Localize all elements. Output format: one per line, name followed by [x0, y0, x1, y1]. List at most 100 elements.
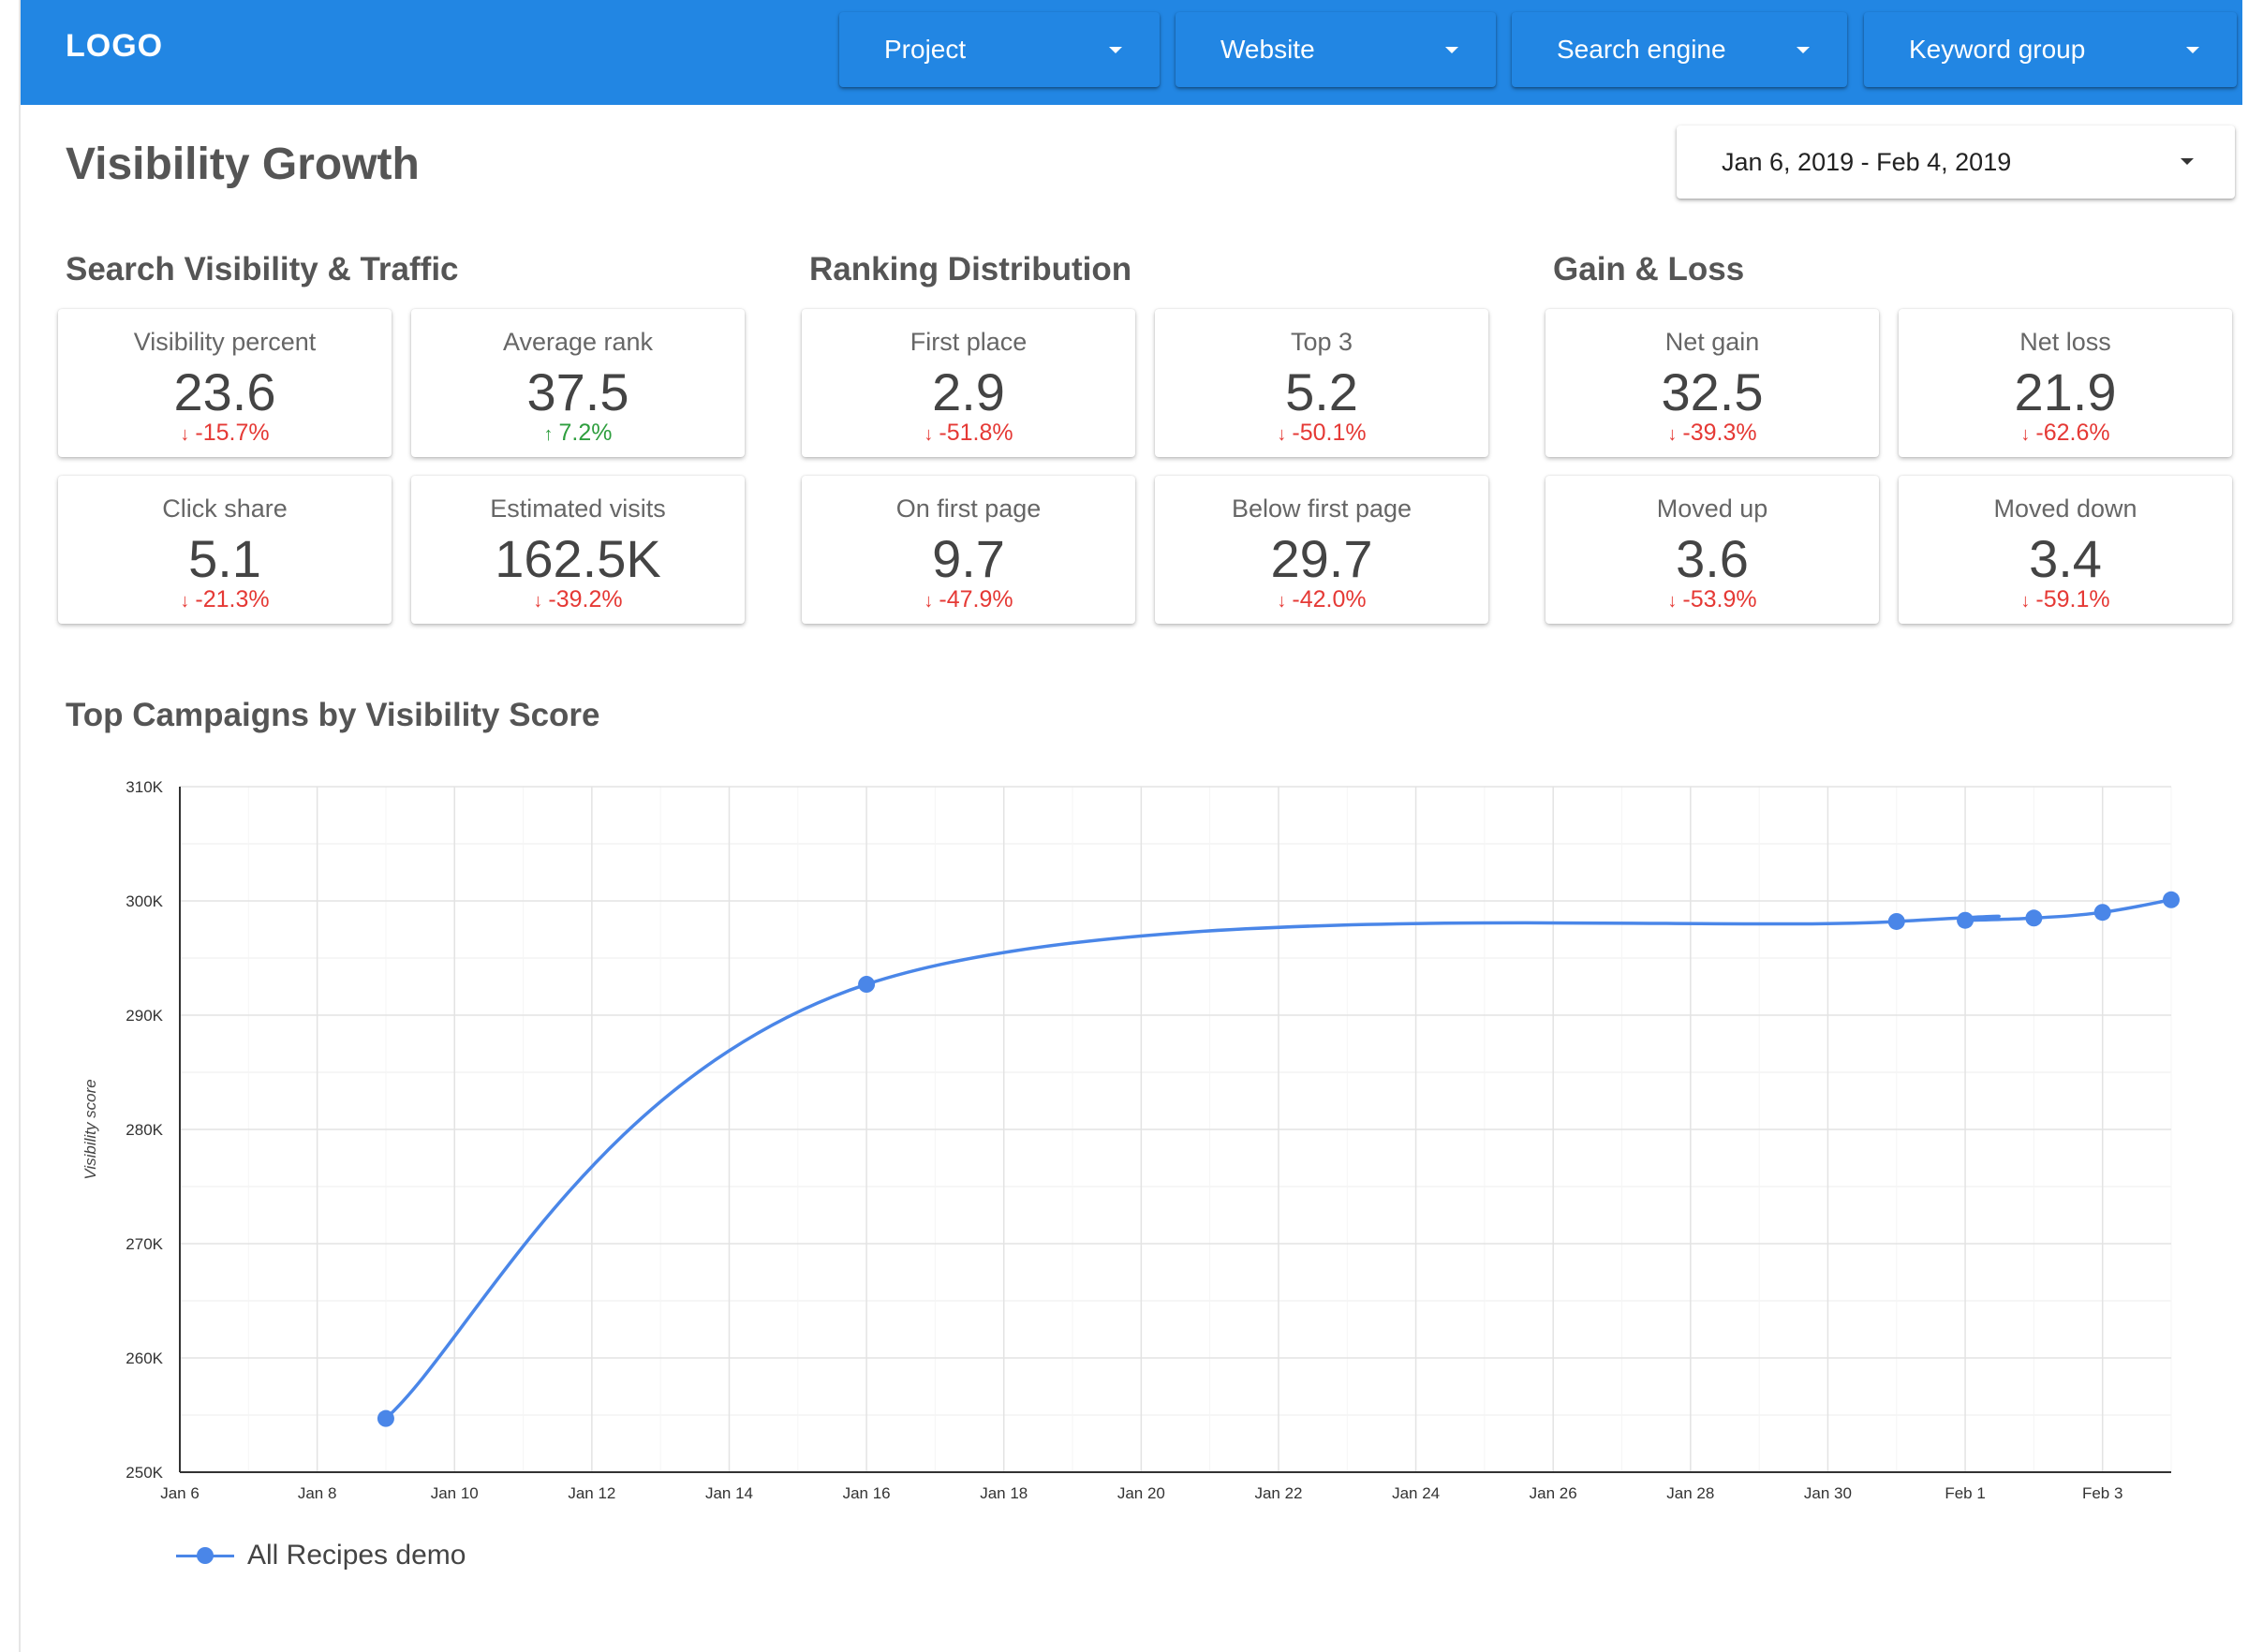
y-tick-label: 280K: [126, 1121, 163, 1139]
kpi-card-average-rank: Average rank 37.5 ↑ 7.2%: [411, 309, 745, 457]
arrow-down-icon: ↓: [1277, 424, 1287, 445]
date-range-value: Jan 6, 2019 - Feb 4, 2019: [1722, 148, 2012, 176]
kpi-label: Net gain: [1664, 328, 1760, 356]
arrow-down-icon: ↓: [1667, 591, 1678, 612]
top-navigation-bar: LOGO Project Website Search engine Keywo…: [21, 0, 2242, 105]
legend-marker: [197, 1547, 214, 1564]
kpi-card-moved-up: Moved up 3.6 ↓ -53.9%: [1546, 476, 1879, 624]
y-axis-title: Visibility score: [81, 1079, 99, 1179]
kpi-delta-value: -21.3%: [195, 586, 270, 612]
kpi-card-below-first-page: Below first page 29.7 ↓ -42.0%: [1155, 476, 1488, 624]
data-point: [2025, 909, 2043, 927]
x-tick-label: Jan 6: [160, 1484, 200, 1502]
page-title: Visibility Growth: [66, 140, 420, 189]
data-point: [377, 1409, 394, 1427]
search-engine-dropdown[interactable]: Search engine: [1512, 12, 1847, 87]
kpi-delta-value: -53.9%: [1682, 586, 1757, 612]
section-title-ranking-distribution: Ranking Distribution: [809, 251, 1132, 288]
x-tick-label: Jan 26: [1530, 1484, 1577, 1502]
arrow-down-icon: ↓: [180, 591, 190, 612]
data-point: [1887, 912, 1905, 930]
website-dropdown[interactable]: Website: [1176, 12, 1496, 87]
kpi-delta: ↓ -39.2%: [411, 586, 745, 613]
chevron-down-icon: [1109, 47, 1122, 53]
project-dropdown[interactable]: Project: [839, 12, 1160, 87]
kpi-value: 21.9: [2014, 362, 2117, 421]
x-tick-label: Jan 12: [568, 1484, 615, 1502]
left-border: [0, 0, 21, 1652]
x-tick-label: Jan 22: [1254, 1484, 1302, 1502]
data-point: [2093, 904, 2111, 922]
visibility-line-chart: 250K 260K 270K 280K 290K 300K 310K Jan 6 Jan 8 Ja…: [81, 778, 2180, 1502]
chart-title: Top Campaigns by Visibility Score: [66, 697, 600, 733]
x-tick-label: Jan 30: [1804, 1484, 1852, 1502]
kpi-delta-value: -50.1%: [1292, 420, 1367, 446]
kpi-delta-value: -62.6%: [2035, 420, 2110, 446]
kpi-card-moved-down: Moved down 3.4 ↓ -59.1%: [1899, 476, 2232, 624]
kpi-delta: ↓ -15.7%: [58, 420, 392, 447]
kpi-delta: ↓ -51.8%: [802, 420, 1135, 447]
kpi-delta-value: -15.7%: [195, 420, 270, 446]
x-tick-label: Jan 14: [705, 1484, 753, 1502]
legend-label: All Recipes demo: [247, 1540, 466, 1571]
arrow-down-icon: ↓: [180, 424, 190, 445]
kpi-card-visibility-percent: Visibility percent 23.6 ↓ -15.7%: [58, 309, 392, 457]
section-title-search-visibility: Search Visibility & Traffic: [66, 251, 459, 288]
arrow-down-icon: ↓: [2020, 591, 2031, 612]
arrow-down-icon: ↓: [533, 591, 543, 612]
arrow-down-icon: ↓: [924, 591, 934, 612]
kpi-delta: ↓ -42.0%: [1155, 586, 1488, 613]
kpi-delta-value: -39.2%: [548, 586, 623, 612]
kpi-label: First place: [910, 328, 1028, 356]
x-tick-label: Jan 20: [1117, 1484, 1165, 1502]
x-tick-label: Jan 10: [431, 1484, 479, 1502]
chevron-down-icon: [2186, 47, 2199, 53]
y-tick-label: 250K: [126, 1464, 163, 1482]
y-tick-label: 290K: [126, 1007, 163, 1025]
date-range-picker[interactable]: Jan 6, 2019 - Feb 4, 2019: [1677, 125, 2235, 199]
kpi-delta: ↓ -59.1%: [1899, 586, 2232, 613]
kpi-value: 5.1: [188, 529, 261, 588]
kpi-value: 23.6: [173, 362, 276, 421]
kpi-label: On first page: [895, 494, 1042, 523]
kpi-delta-value: -59.1%: [2035, 586, 2110, 612]
keyword-group-dropdown[interactable]: Keyword group: [1864, 12, 2237, 87]
x-tick-label: Jan 8: [298, 1484, 337, 1502]
x-tick-label: Feb 1: [1945, 1484, 1985, 1502]
kpi-delta: ↓ -47.9%: [802, 586, 1135, 613]
kpi-card-first-place: First place 2.9 ↓ -51.8%: [802, 309, 1135, 457]
project-dropdown-label: Project: [884, 35, 967, 64]
data-point: [2163, 891, 2180, 908]
arrow-down-icon: ↓: [1277, 591, 1287, 612]
x-tick-label: Jan 24: [1392, 1484, 1440, 1502]
keyword-group-dropdown-label: Keyword group: [1909, 35, 2086, 64]
kpi-delta-value: -39.3%: [1682, 420, 1757, 446]
kpi-label: Moved down: [1993, 494, 2137, 523]
kpi-card-top-3: Top 3 5.2 ↓ -50.1%: [1155, 309, 1488, 457]
kpi-card-click-share: Click share 5.1 ↓ -21.3%: [58, 476, 392, 624]
kpi-delta-value: -42.0%: [1292, 586, 1367, 612]
kpi-delta: ↓ -21.3%: [58, 586, 392, 613]
kpi-card-estimated-visits: Estimated visits 162.5K ↓ -39.2%: [411, 476, 745, 624]
kpi-label: Click share: [162, 494, 288, 523]
kpi-label: Net loss: [2019, 328, 2111, 356]
x-tick-label: Jan 18: [980, 1484, 1028, 1502]
kpi-value: 37.5: [526, 362, 629, 421]
kpi-delta-value: 7.2%: [558, 420, 613, 446]
arrow-up-icon: ↑: [543, 424, 554, 445]
y-tick-label: 310K: [126, 778, 163, 796]
kpi-label: Below first page: [1231, 494, 1412, 523]
kpi-delta: ↓ -39.3%: [1546, 420, 1879, 447]
search-engine-dropdown-label: Search engine: [1557, 35, 1726, 64]
chevron-down-icon: [2181, 158, 2194, 165]
y-tick-label: 300K: [126, 892, 163, 910]
kpi-value: 29.7: [1270, 529, 1373, 588]
kpi-value: 162.5K: [495, 529, 661, 588]
kpi-card-net-gain: Net gain 32.5 ↓ -39.3%: [1546, 309, 1879, 457]
kpi-value: 2.9: [932, 362, 1005, 421]
website-dropdown-label: Website: [1220, 35, 1315, 64]
kpi-label: Average rank: [502, 328, 654, 356]
kpi-delta: ↓ -53.9%: [1546, 586, 1879, 613]
arrow-down-icon: ↓: [2020, 424, 2031, 445]
y-tick-label: 270K: [126, 1235, 163, 1253]
